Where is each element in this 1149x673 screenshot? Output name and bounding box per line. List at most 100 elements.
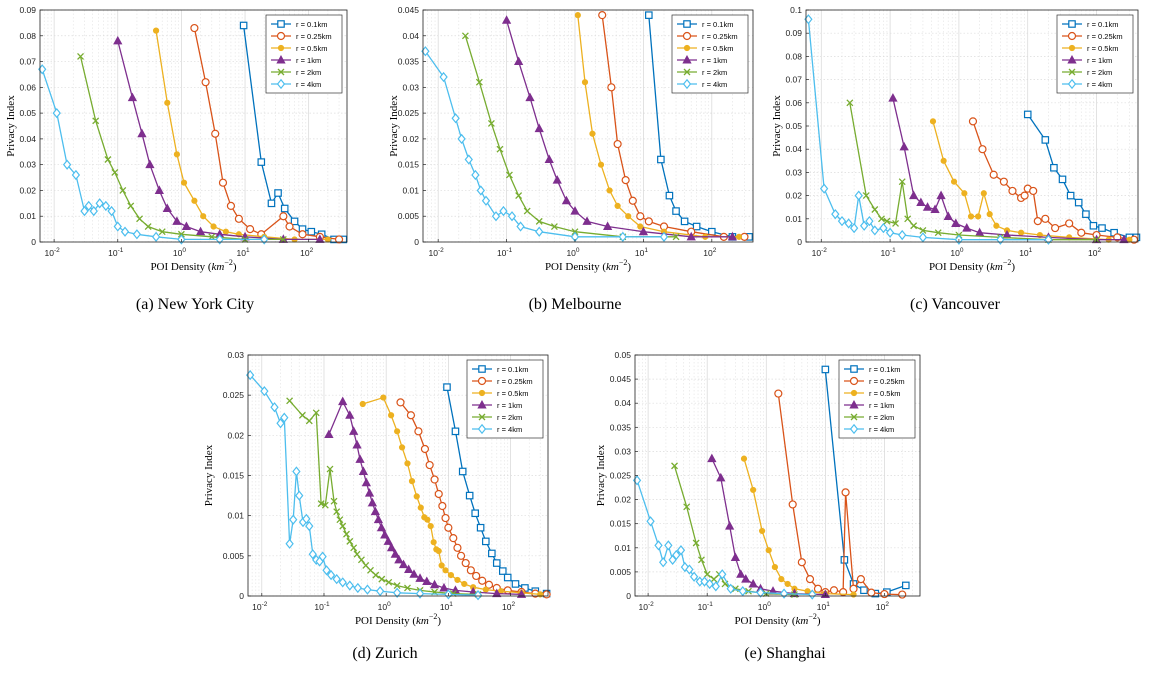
series-line (464, 35, 676, 238)
data-point (464, 154, 473, 165)
data-point (645, 11, 653, 19)
legend-marker (276, 31, 286, 41)
legend-entry: r = 1km (296, 56, 321, 65)
data-point (1008, 186, 1017, 196)
data-point (692, 222, 701, 231)
data-point (1058, 175, 1067, 184)
data-point (741, 574, 751, 583)
y-axis-label: Privacy Index (771, 95, 783, 157)
y-tick-label: 0.09 (785, 28, 802, 38)
data-point (535, 226, 544, 237)
x-tick-label: 102 (876, 601, 889, 612)
data-point (1041, 214, 1050, 223)
data-point (550, 223, 558, 230)
data-point (324, 429, 334, 439)
data-point (705, 578, 714, 590)
data-point (425, 460, 434, 470)
data-point (409, 569, 419, 578)
legend-entry: r = 0.25km (497, 377, 533, 386)
data-point (854, 190, 863, 201)
data-point (496, 145, 504, 153)
data-point (1082, 210, 1090, 218)
data-point (919, 226, 927, 234)
data-point (727, 231, 738, 241)
data-point (473, 590, 483, 601)
y-tick-label: 0.02 (227, 430, 244, 440)
y-tick-label: 0.08 (785, 51, 802, 61)
legend-entry: r = 0.5km (702, 44, 733, 53)
data-point (498, 567, 507, 575)
x-tick-label: 10-1 (497, 247, 513, 258)
data-point (961, 190, 968, 197)
legend-marker (682, 78, 692, 90)
legend: r = 0.1km r = 0.25km r = 0.5km r = 1km r = 2… (265, 14, 343, 94)
data-point (571, 228, 579, 236)
data-point (898, 229, 907, 241)
data-point (1119, 234, 1129, 244)
data-point (260, 234, 269, 245)
data-point (986, 211, 993, 218)
data-point (154, 185, 164, 194)
data-point (856, 575, 866, 584)
legend-entry: r = 0.25km (296, 32, 332, 41)
y-tick-label: 0.03 (785, 167, 802, 177)
legend-entry: r = 4km (1087, 80, 1112, 89)
y-tick-label: 0.05 (614, 350, 631, 360)
series-3 (929, 118, 1133, 243)
data-point (286, 397, 294, 405)
data-point (892, 219, 900, 227)
data-point (686, 231, 696, 241)
legend-marker (478, 413, 486, 421)
data-point (370, 506, 381, 516)
data-point (940, 157, 947, 164)
data-point (305, 417, 313, 425)
x-tick-label: 102 (502, 601, 515, 612)
data-point (430, 539, 437, 546)
legend-marker (849, 423, 859, 435)
data-point (353, 550, 361, 558)
legend-marker (477, 376, 487, 386)
data-point (465, 491, 474, 500)
data-point (685, 564, 694, 575)
data-point (435, 547, 442, 555)
series-3 (574, 12, 743, 240)
data-point (239, 21, 248, 30)
x-tick-label: 10-1 (108, 247, 124, 258)
data-point (466, 566, 475, 575)
data-point (646, 516, 655, 527)
data-point (417, 504, 424, 511)
data-point (476, 523, 485, 532)
y-tick-label: 0.09 (19, 5, 36, 15)
data-point (357, 556, 365, 564)
data-point (535, 217, 543, 225)
y-tick-label: 0.04 (19, 134, 36, 144)
legend-marker (849, 399, 859, 409)
data-point (676, 545, 686, 556)
data-point (349, 426, 359, 435)
data-point (164, 99, 171, 106)
legend-entry: r = 0.5km (497, 389, 528, 398)
data-point (523, 207, 531, 215)
legend-entry: r = 2km (296, 68, 321, 77)
x-tick-label: 101 (817, 601, 830, 612)
data-point (929, 118, 937, 125)
y-tick-label: 0.05 (785, 121, 802, 131)
data-point (279, 212, 288, 221)
data-point (158, 228, 166, 236)
data-point (636, 212, 645, 221)
data-point (644, 217, 653, 226)
data-point (865, 215, 874, 227)
y-tick-label: 0.045 (610, 374, 632, 384)
y-tick-label: 0 (239, 591, 244, 601)
data-point (438, 501, 447, 511)
data-point (120, 226, 130, 237)
legend-marker (478, 389, 486, 397)
x-axis-label: POI Density (km−2) (929, 258, 1015, 273)
data-point (71, 169, 81, 181)
data-point (394, 554, 404, 564)
data-point (302, 513, 311, 525)
y-tick-label: 0.005 (223, 551, 245, 561)
legend-entry: r = 4km (296, 80, 321, 89)
series-6 (632, 475, 817, 600)
